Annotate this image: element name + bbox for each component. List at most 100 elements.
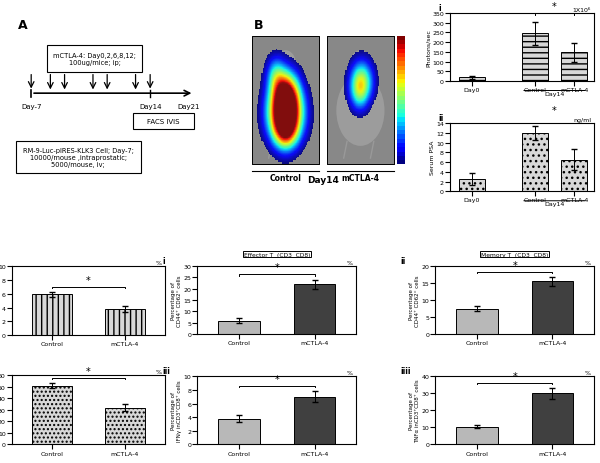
Bar bbox=[397, 126, 405, 131]
Text: iiii: iiii bbox=[400, 366, 411, 375]
Ellipse shape bbox=[262, 76, 310, 147]
Bar bbox=[397, 101, 405, 105]
Bar bbox=[397, 114, 405, 118]
Bar bbox=[532, 394, 573, 444]
Bar bbox=[459, 78, 485, 82]
Bar bbox=[294, 285, 335, 334]
Bar bbox=[397, 37, 405, 41]
Bar bbox=[522, 34, 548, 82]
Text: Day14: Day14 bbox=[544, 91, 565, 96]
Bar bbox=[397, 135, 405, 139]
Text: E: E bbox=[202, 267, 210, 280]
Bar bbox=[397, 105, 405, 109]
Bar bbox=[327, 37, 394, 165]
Y-axis label: Percentage of
TNFα inCD3⁺CD8⁺ cells: Percentage of TNFα inCD3⁺CD8⁺ cells bbox=[409, 379, 420, 442]
Bar bbox=[456, 309, 497, 334]
Text: FACS IVIS: FACS IVIS bbox=[148, 119, 180, 125]
Text: %: % bbox=[155, 260, 161, 265]
Text: i: i bbox=[163, 256, 165, 265]
Bar bbox=[104, 309, 145, 336]
Text: 1X10⁶: 1X10⁶ bbox=[573, 7, 591, 13]
Text: *: * bbox=[86, 275, 91, 285]
Bar bbox=[397, 54, 405, 58]
Bar bbox=[104, 408, 145, 444]
Bar bbox=[32, 386, 72, 444]
Text: ii: ii bbox=[400, 256, 406, 265]
Bar bbox=[218, 321, 260, 334]
Y-axis label: Percentage of
IFNγ inCD3⁺CD8⁺ cells: Percentage of IFNγ inCD3⁺CD8⁺ cells bbox=[171, 380, 182, 441]
Text: *: * bbox=[512, 260, 517, 270]
Bar bbox=[252, 37, 319, 165]
Text: Day14: Day14 bbox=[139, 104, 161, 110]
Text: Day21: Day21 bbox=[177, 104, 200, 110]
Bar bbox=[397, 139, 405, 144]
Bar bbox=[562, 53, 587, 82]
Y-axis label: Percentage of
CD44⁺ CD62⁼ cells: Percentage of CD44⁺ CD62⁼ cells bbox=[409, 275, 420, 326]
Bar bbox=[397, 80, 405, 84]
Text: %: % bbox=[347, 370, 353, 375]
Bar bbox=[562, 160, 587, 192]
Bar bbox=[397, 122, 405, 126]
Bar bbox=[397, 50, 405, 54]
Bar bbox=[397, 63, 405, 67]
Text: C: C bbox=[453, 14, 462, 27]
Bar bbox=[294, 397, 335, 444]
Bar bbox=[32, 295, 72, 336]
Bar bbox=[397, 88, 405, 92]
Text: mCTLA-4: mCTLA-4 bbox=[341, 174, 379, 183]
Bar bbox=[397, 41, 405, 45]
Text: Day14: Day14 bbox=[307, 176, 339, 185]
Bar bbox=[397, 58, 405, 63]
Text: *: * bbox=[86, 366, 91, 376]
Text: A: A bbox=[18, 19, 28, 32]
Text: Day-7: Day-7 bbox=[21, 104, 41, 110]
Bar bbox=[456, 426, 497, 444]
Bar bbox=[397, 144, 405, 148]
Bar bbox=[397, 148, 405, 152]
Bar bbox=[397, 131, 405, 135]
Text: ii: ii bbox=[439, 113, 444, 123]
Bar bbox=[397, 71, 405, 75]
Text: Control: Control bbox=[269, 174, 301, 183]
Text: D: D bbox=[15, 267, 25, 280]
Bar bbox=[397, 152, 405, 156]
Y-axis label: Serum PSA: Serum PSA bbox=[430, 141, 434, 175]
Text: %: % bbox=[585, 260, 591, 265]
Bar bbox=[397, 67, 405, 71]
Y-axis label: Percentage of
CD44⁺ CD62⁼ cells: Percentage of CD44⁺ CD62⁼ cells bbox=[171, 275, 182, 326]
Bar bbox=[532, 282, 573, 334]
Bar bbox=[397, 92, 405, 97]
Text: Effector T  (CD3  CD8): Effector T (CD3 CD8) bbox=[244, 252, 310, 257]
Ellipse shape bbox=[275, 51, 296, 79]
Bar bbox=[397, 156, 405, 161]
Ellipse shape bbox=[337, 76, 385, 147]
Bar bbox=[16, 142, 140, 174]
Ellipse shape bbox=[350, 51, 371, 79]
Text: *: * bbox=[552, 2, 557, 13]
Bar bbox=[397, 84, 405, 88]
Text: mCTLA-4: Day0,2,6,8,12;
100ug/mice; ip;: mCTLA-4: Day0,2,6,8,12; 100ug/mice; ip; bbox=[53, 53, 136, 66]
Bar bbox=[397, 97, 405, 101]
Bar bbox=[397, 109, 405, 114]
Text: %: % bbox=[155, 369, 161, 374]
Bar bbox=[47, 46, 142, 73]
Text: Day14: Day14 bbox=[544, 201, 565, 206]
Y-axis label: Photons/sec: Photons/sec bbox=[426, 29, 431, 67]
Text: *: * bbox=[552, 106, 557, 116]
Bar bbox=[459, 180, 485, 192]
Text: *: * bbox=[274, 263, 279, 273]
Text: %: % bbox=[585, 370, 591, 375]
Bar bbox=[522, 134, 548, 192]
Bar bbox=[397, 161, 405, 165]
Bar bbox=[397, 45, 405, 50]
Bar bbox=[397, 75, 405, 80]
Text: *: * bbox=[274, 374, 279, 384]
Bar bbox=[133, 113, 194, 130]
Text: %: % bbox=[347, 260, 353, 265]
Text: ng/ml: ng/ml bbox=[573, 118, 591, 123]
Text: i: i bbox=[439, 4, 441, 13]
Bar bbox=[218, 419, 260, 444]
Text: *: * bbox=[512, 371, 517, 381]
Text: RM-9-Luc-pIRES-KLK3 Cell; Day-7;
10000/mouse ,intraprostatic;
5000/mouse, iv;: RM-9-Luc-pIRES-KLK3 Cell; Day-7; 10000/m… bbox=[23, 148, 134, 168]
Bar bbox=[327, 37, 394, 165]
